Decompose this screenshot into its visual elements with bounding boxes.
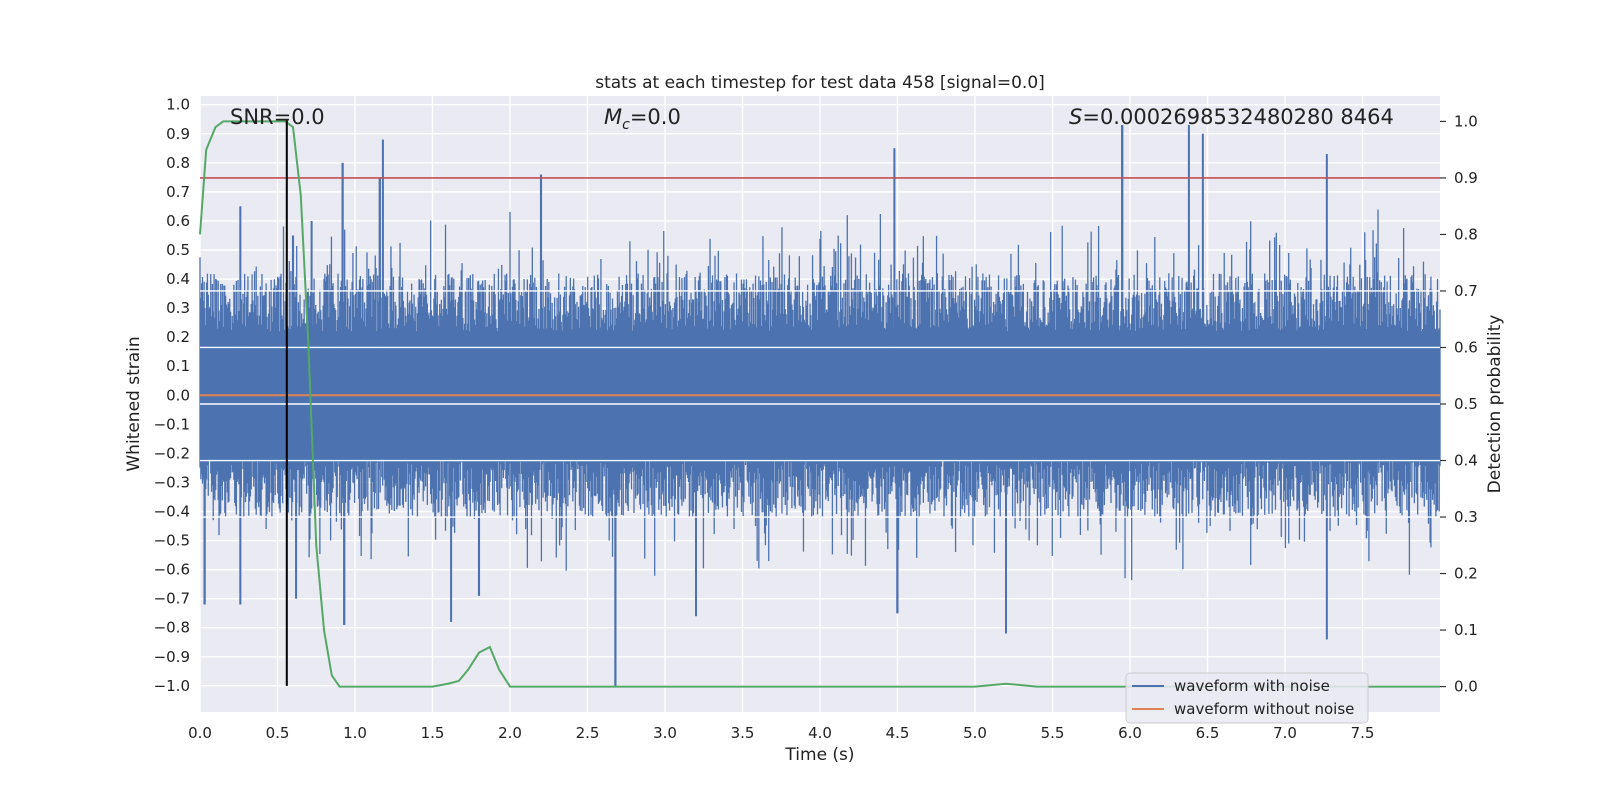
x-tick-label: 3.5: [731, 724, 755, 742]
y2-tick-label: 0.6: [1454, 338, 1478, 356]
x-tick-label: 0.5: [266, 724, 290, 742]
y-tick-label: 0.0: [166, 386, 190, 404]
y2-tick-label: 0.3: [1454, 508, 1478, 526]
score-value: =0.0002698532480280 8464: [1082, 105, 1394, 129]
y2-tick-label: 1.0: [1454, 112, 1478, 130]
y-tick-label: −0.3: [154, 473, 190, 491]
legend: waveform with noise waveform without noi…: [1125, 672, 1369, 724]
x-tick-label: 7.0: [1273, 724, 1297, 742]
x-tick-label: 2.5: [576, 724, 600, 742]
y2-tick-label: 0.4: [1454, 452, 1478, 470]
y-tick-label: −0.1: [154, 415, 190, 433]
y-tick-label: 0.1: [166, 357, 190, 375]
y-tick-label: 0.5: [166, 241, 190, 259]
y-tick-label: −0.9: [154, 648, 190, 666]
x-tick-label: 6.0: [1118, 724, 1142, 742]
y-tick-label: −0.4: [154, 503, 190, 521]
x-tick-label: 4.5: [886, 724, 910, 742]
y2-tick-label: 0.5: [1454, 395, 1478, 413]
y-tick-label: −0.6: [154, 561, 190, 579]
y2-tick-label: 0.7: [1454, 282, 1478, 300]
chirp-mass-annotation: Mc=0.0: [604, 105, 681, 133]
x-tick-label: 1.0: [343, 724, 367, 742]
legend-label-noise: waveform with noise: [1174, 677, 1330, 695]
y-tick-label: −0.5: [154, 532, 190, 550]
y2-tick-label: 0.0: [1454, 678, 1478, 696]
y-tick-label: −0.7: [154, 590, 190, 608]
y2-tick-label: 0.8: [1454, 225, 1478, 243]
chart-title: stats at each timestep for test data 458…: [595, 73, 1045, 93]
y-tick-label: −0.8: [154, 619, 190, 637]
x-tick-label: 1.5: [421, 724, 445, 742]
legend-label-clean: waveform without noise: [1174, 700, 1354, 718]
y2-axis-label: Detection probability: [1485, 315, 1505, 494]
y-tick-label: 0.8: [166, 154, 190, 172]
snr-annotation: SNR=0.0: [230, 105, 325, 129]
x-tick-label: 2.0: [498, 724, 522, 742]
y-tick-label: 1.0: [166, 96, 190, 114]
y-tick-label: 0.3: [166, 299, 190, 317]
y2-tick-label: 0.9: [1454, 169, 1478, 187]
y-tick-label: 0.2: [166, 328, 190, 346]
y-tick-label: −0.2: [154, 444, 190, 462]
x-axis-label: Time (s): [784, 745, 854, 765]
y-tick-label: 0.7: [166, 183, 190, 201]
y-tick-label: 0.6: [166, 212, 190, 230]
chirp-mass-value: =0.0: [630, 105, 681, 129]
x-tick-label: 5.5: [1041, 724, 1065, 742]
x-tick-label: 4.0: [808, 724, 832, 742]
y2-tick-label: 0.2: [1454, 565, 1478, 583]
chirp-mass-subscript: c: [622, 117, 630, 133]
legend-box: [1125, 672, 1369, 724]
x-tick-label: 6.5: [1196, 724, 1220, 742]
series-lines: [199, 119, 1440, 688]
y-axis-label: Whitened strain: [124, 336, 144, 471]
x-tick-label: 0.0: [188, 724, 212, 742]
y-tick-label: 0.9: [166, 125, 190, 143]
chirp-mass-symbol: M: [604, 105, 622, 129]
score-annotation: S=0.0002698532480280 8464: [1069, 105, 1394, 129]
x-tick-label: 3.0: [653, 724, 677, 742]
y-tick-label: −1.0: [154, 677, 190, 695]
x-tick-label: 5.0: [963, 724, 987, 742]
series-detection-probability: [199, 120, 1440, 688]
x-tick-label: 7.5: [1351, 724, 1375, 742]
y-tick-label: 0.4: [166, 270, 190, 288]
score-symbol: S: [1069, 105, 1082, 129]
y2-tick-label: 0.1: [1454, 621, 1478, 639]
axes: 0.0 0.5 1.0 1.5 2.0 2.5 3.0 3.5 4.0 4.5 5.0 5.5 6.0 6…: [154, 96, 1478, 742]
